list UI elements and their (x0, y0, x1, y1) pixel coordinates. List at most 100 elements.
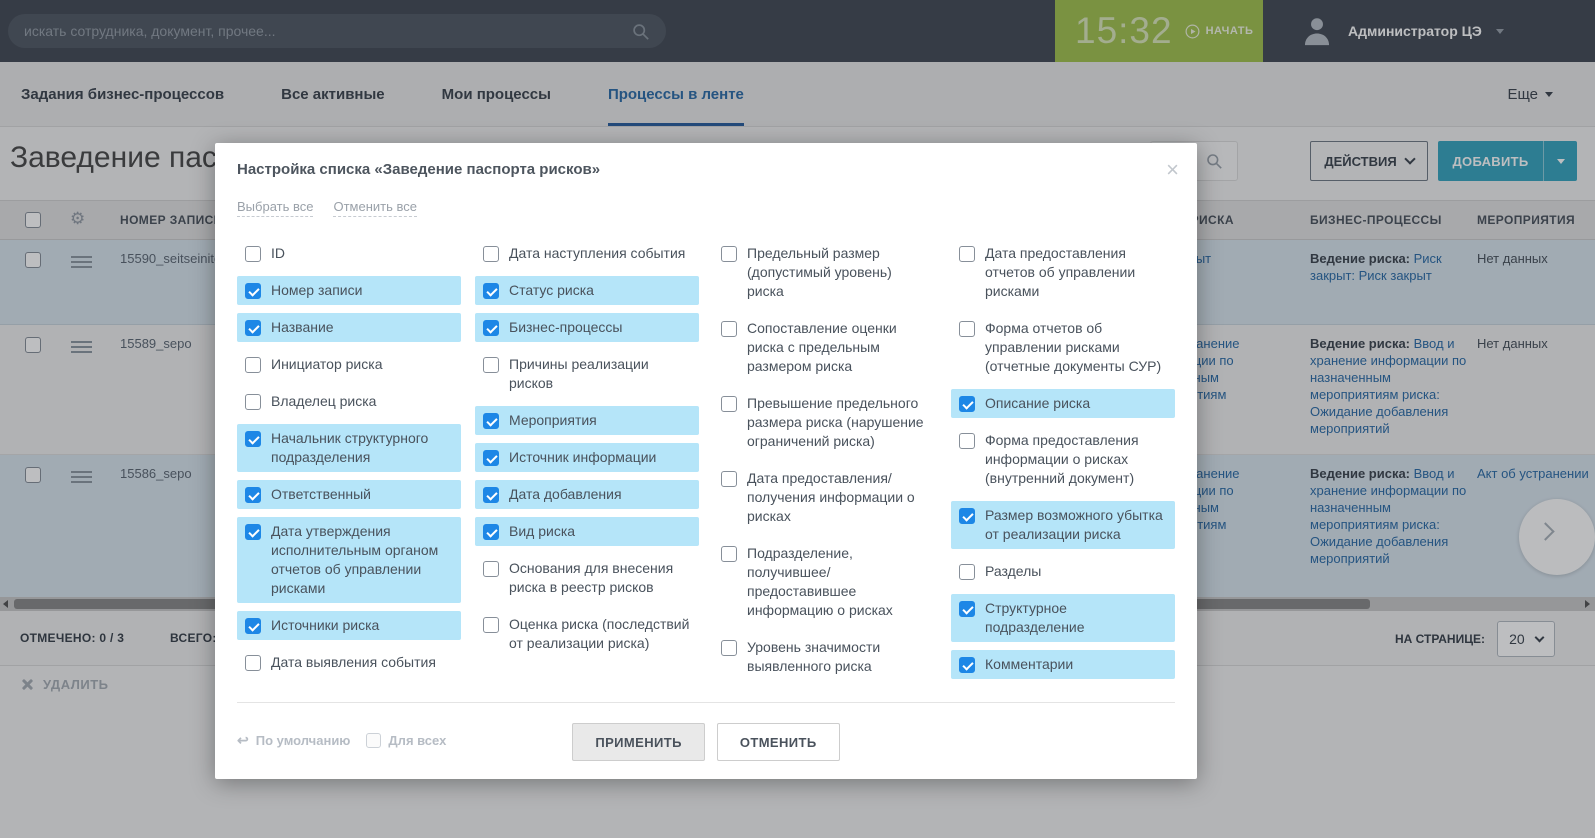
option-checkbox[interactable] (959, 657, 975, 673)
option-checkbox[interactable] (959, 601, 975, 617)
select-all-checkbox[interactable] (25, 212, 41, 228)
option-checkbox[interactable] (245, 283, 261, 299)
option-checkbox[interactable] (483, 357, 499, 373)
select-all-link[interactable]: Выбрать все (237, 199, 314, 217)
option-checkbox[interactable] (245, 246, 261, 262)
column-option[interactable]: Основания для внесения риска в реестр ри… (475, 554, 699, 602)
option-checkbox[interactable] (483, 283, 499, 299)
tab-4[interactable]: Процессы в ленте (607, 62, 744, 126)
option-checkbox[interactable] (245, 394, 261, 410)
column-option[interactable]: Дата наступления события (475, 239, 699, 268)
scroll-right-arrow-icon[interactable] (1585, 600, 1590, 608)
option-checkbox[interactable] (959, 508, 975, 524)
start-timer-button[interactable]: НАЧАТЬ (1185, 24, 1254, 39)
user-menu[interactable]: Администратор ЦЭ (1300, 0, 1504, 62)
global-search-input[interactable] (8, 14, 666, 48)
column-option[interactable]: Владелец риска (237, 387, 461, 416)
cell-number[interactable]: 15586_sepo (120, 466, 192, 481)
column-option[interactable]: Уровень значимости выявленного риска (713, 633, 937, 681)
option-checkbox[interactable] (483, 617, 499, 633)
option-checkbox[interactable] (245, 524, 261, 540)
option-checkbox[interactable] (483, 561, 499, 577)
option-checkbox[interactable] (483, 450, 499, 466)
option-checkbox[interactable] (245, 431, 261, 447)
option-checkbox[interactable] (959, 321, 975, 337)
deselect-all-link[interactable]: Отменить все (333, 199, 417, 217)
col-header-events[interactable]: МЕРОПРИЯТИЯ (1477, 213, 1576, 227)
column-option[interactable]: Источники риска (237, 611, 461, 640)
option-checkbox[interactable] (721, 396, 737, 412)
column-option[interactable]: Инициатор риска (237, 350, 461, 379)
column-option[interactable]: Ответственный (237, 480, 461, 509)
option-checkbox[interactable] (721, 640, 737, 656)
column-option[interactable]: Причины реализации рисков (475, 350, 699, 398)
column-option[interactable]: Дата выявления события (237, 648, 461, 677)
col-header-number[interactable]: НОМЕР ЗАПИСИ (120, 213, 223, 227)
option-checkbox[interactable] (959, 433, 975, 449)
column-option[interactable]: Дата предоставления/ получения информаци… (713, 464, 937, 531)
option-checkbox[interactable] (483, 246, 499, 262)
scroll-next-button[interactable] (1519, 499, 1595, 575)
process-stage-link[interactable]: Ввод и хранение информации по назначенны… (1310, 336, 1467, 436)
option-checkbox[interactable] (483, 524, 499, 540)
column-option[interactable]: Дата утверждения исполнительным органом … (237, 517, 461, 603)
column-option[interactable]: Бизнес-процессы (475, 313, 699, 342)
column-option[interactable]: Оценка риска (последствий от реализации … (475, 610, 699, 658)
option-checkbox[interactable] (721, 321, 737, 337)
tab-1[interactable]: Задания бизнес-процессов (21, 85, 225, 103)
column-option[interactable]: Дата добавления (475, 480, 699, 509)
column-option[interactable]: Превышение предельного размера риска (на… (713, 389, 937, 456)
option-checkbox[interactable] (959, 246, 975, 262)
row-checkbox[interactable] (25, 252, 41, 268)
option-checkbox[interactable] (483, 320, 499, 336)
option-checkbox[interactable] (483, 487, 499, 503)
actions-button[interactable]: ДЕЙСТВИЯ (1310, 141, 1428, 181)
column-option[interactable]: Разделы (951, 557, 1175, 586)
column-option[interactable]: Описание риска (951, 389, 1175, 418)
row-checkbox[interactable] (25, 467, 41, 483)
option-checkbox[interactable] (245, 655, 261, 671)
option-checkbox[interactable] (721, 246, 737, 262)
option-checkbox[interactable] (959, 396, 975, 412)
cell-events[interactable]: Акт об устранении (1477, 466, 1589, 481)
column-option[interactable]: Статус риска (475, 276, 699, 305)
column-option[interactable]: Форма отчетов об управлении рисками (отч… (951, 314, 1175, 381)
option-checkbox[interactable] (721, 471, 737, 487)
reset-default-button[interactable]: По умолчанию (237, 732, 351, 749)
column-option[interactable]: Форма предоставления информации о рисках… (951, 426, 1175, 493)
cell-number[interactable]: 15590_seitseinite (120, 251, 222, 266)
tab-more[interactable]: Еще (1507, 62, 1553, 126)
process-stage-link[interactable]: Риск закрыт: Риск закрыт (1310, 251, 1442, 283)
tab-2[interactable]: Все активные (281, 85, 385, 103)
column-option[interactable]: Начальник структурного подразделения (237, 424, 461, 472)
cancel-button[interactable]: ОТМЕНИТЬ (716, 723, 840, 761)
modal-close-button[interactable] (1162, 155, 1183, 185)
option-checkbox[interactable] (483, 413, 499, 429)
option-checkbox[interactable] (959, 564, 975, 580)
column-option[interactable]: Подразделение, получившее/ предоставивше… (713, 539, 937, 625)
tab-3[interactable]: Мои процессы (441, 85, 551, 103)
column-option[interactable]: Сопоставление оценки риска с предельным … (713, 314, 937, 381)
per-page-select[interactable]: 20 (1497, 621, 1555, 657)
column-option[interactable]: Размер возможного убытка от реализации р… (951, 501, 1175, 549)
column-option[interactable]: Дата предоставления отчетов об управлени… (951, 239, 1175, 306)
column-option[interactable]: Название (237, 313, 461, 342)
column-option[interactable]: Вид риска (475, 517, 699, 546)
row-drag-handle-icon[interactable] (71, 471, 92, 473)
add-button-dropdown[interactable] (1543, 141, 1577, 181)
column-option[interactable]: Предельный размер (допустимый уровень) р… (713, 239, 937, 306)
option-checkbox[interactable] (245, 487, 261, 503)
row-drag-handle-icon[interactable] (71, 341, 92, 343)
option-checkbox[interactable] (245, 618, 261, 634)
column-option[interactable]: ID (237, 239, 461, 268)
cell-number[interactable]: 15589_sepo (120, 336, 192, 351)
apply-button[interactable]: ПРИМЕНИТЬ (572, 723, 705, 761)
process-stage-link[interactable]: Ввод и хранение информации по назначенны… (1310, 466, 1467, 566)
add-button[interactable]: ДОБАВИТЬ (1438, 141, 1577, 181)
option-checkbox[interactable] (721, 546, 737, 562)
option-checkbox[interactable] (245, 357, 261, 373)
row-checkbox[interactable] (25, 337, 41, 353)
delete-button[interactable]: УДАЛИТЬ (20, 677, 109, 692)
column-option[interactable]: Мероприятия (475, 406, 699, 435)
scroll-left-arrow-icon[interactable] (3, 600, 8, 608)
